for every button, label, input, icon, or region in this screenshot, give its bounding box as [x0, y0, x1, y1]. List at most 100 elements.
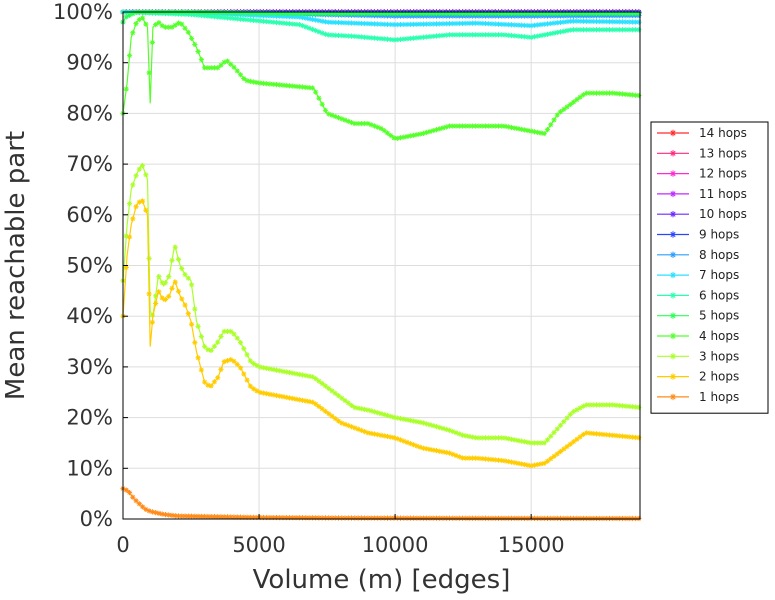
data-point-marker [270, 366, 276, 373]
data-point-marker [629, 515, 635, 522]
data-point-marker [296, 84, 302, 90]
data-point-marker [286, 515, 293, 521]
data-point-marker [450, 21, 456, 27]
data-point-marker [234, 335, 240, 341]
data-point-marker [247, 17, 253, 23]
data-point-marker [623, 10, 629, 17]
data-point-marker [518, 10, 524, 17]
data-point-marker [179, 296, 185, 302]
legend-label: 8 hops [699, 248, 739, 262]
data-point-marker [355, 34, 361, 40]
data-point-marker [179, 513, 185, 519]
data-point-marker [492, 457, 498, 463]
data-point-marker [437, 448, 443, 454]
data-point-marker [473, 435, 479, 441]
data-point-marker [538, 461, 544, 467]
data-point-marker [482, 456, 489, 462]
data-point-marker [557, 10, 564, 17]
data-point-marker [224, 9, 231, 16]
data-point-marker [348, 10, 355, 17]
data-point-marker [577, 434, 583, 440]
data-point-marker [512, 437, 518, 443]
data-point-marker [427, 10, 433, 17]
data-point-marker [522, 461, 528, 468]
data-point-marker [613, 433, 619, 439]
data-point-marker [172, 513, 178, 519]
data-point-marker [388, 132, 394, 139]
data-point-marker [345, 515, 351, 521]
data-point-marker [427, 446, 433, 453]
data-point-marker [446, 450, 453, 456]
data-point-marker [424, 515, 430, 521]
data-point-marker [473, 123, 479, 129]
data-point-marker [192, 41, 198, 48]
data-point-marker [215, 14, 221, 20]
legend-swatch-marker [669, 150, 677, 157]
data-point-marker [394, 37, 400, 43]
data-point-marker [580, 27, 587, 33]
data-point-marker [407, 515, 413, 521]
data-point-marker [541, 515, 547, 521]
data-point-marker [554, 112, 560, 118]
data-point-marker [391, 435, 397, 441]
legend-swatch-marker [669, 190, 677, 198]
legend-entry: 2 hops [657, 370, 739, 384]
data-point-marker [522, 34, 528, 40]
data-point-marker [456, 20, 462, 27]
data-point-marker [397, 10, 404, 17]
data-point-marker [375, 10, 381, 17]
data-point-marker [411, 35, 417, 41]
data-point-marker [264, 365, 270, 371]
data-point-marker [254, 79, 260, 86]
data-point-marker [407, 417, 413, 424]
data-point-marker [202, 13, 208, 19]
data-point-marker [603, 402, 609, 408]
data-point-marker [267, 391, 273, 397]
data-point-marker [590, 10, 596, 17]
data-point-marker [303, 398, 309, 404]
data-point-marker [326, 32, 332, 38]
data-point-marker [636, 515, 642, 522]
data-point-marker [613, 19, 619, 25]
data-point-marker [450, 123, 456, 129]
data-point-marker [528, 440, 534, 446]
data-point-marker [234, 16, 240, 22]
data-point-marker [273, 82, 280, 88]
data-point-marker [175, 20, 182, 26]
data-point-marker [316, 10, 322, 17]
data-point-marker [600, 515, 606, 522]
data-point-marker [544, 515, 551, 521]
data-point-marker [156, 510, 162, 516]
data-point-marker [290, 370, 296, 376]
data-point-marker [626, 27, 632, 33]
data-point-marker [169, 257, 175, 264]
data-point-marker [538, 32, 544, 39]
data-point-marker [440, 425, 446, 432]
data-point-marker [479, 515, 485, 521]
data-point-marker [508, 515, 515, 521]
data-point-marker [499, 21, 505, 27]
legend-swatch-marker [669, 129, 677, 137]
data-point-marker [495, 123, 502, 129]
data-point-marker [522, 439, 528, 445]
data-point-marker [126, 12, 133, 18]
data-point-marker [450, 10, 456, 17]
data-point-marker [551, 30, 557, 36]
data-point-marker [130, 494, 136, 500]
data-point-marker [313, 27, 319, 34]
data-point-marker [375, 515, 381, 521]
data-point-marker [316, 515, 322, 521]
data-point-marker [224, 15, 231, 21]
data-point-marker [525, 10, 531, 17]
data-point-marker [554, 451, 560, 457]
data-point-marker [495, 435, 502, 441]
data-point-marker [629, 27, 635, 33]
y-tick-label: 10% [66, 456, 113, 480]
data-point-marker [182, 25, 188, 31]
data-point-marker [512, 10, 518, 17]
data-point-marker [283, 394, 289, 400]
data-point-marker [306, 25, 312, 31]
data-point-marker [590, 402, 596, 408]
data-point-marker [593, 10, 600, 17]
